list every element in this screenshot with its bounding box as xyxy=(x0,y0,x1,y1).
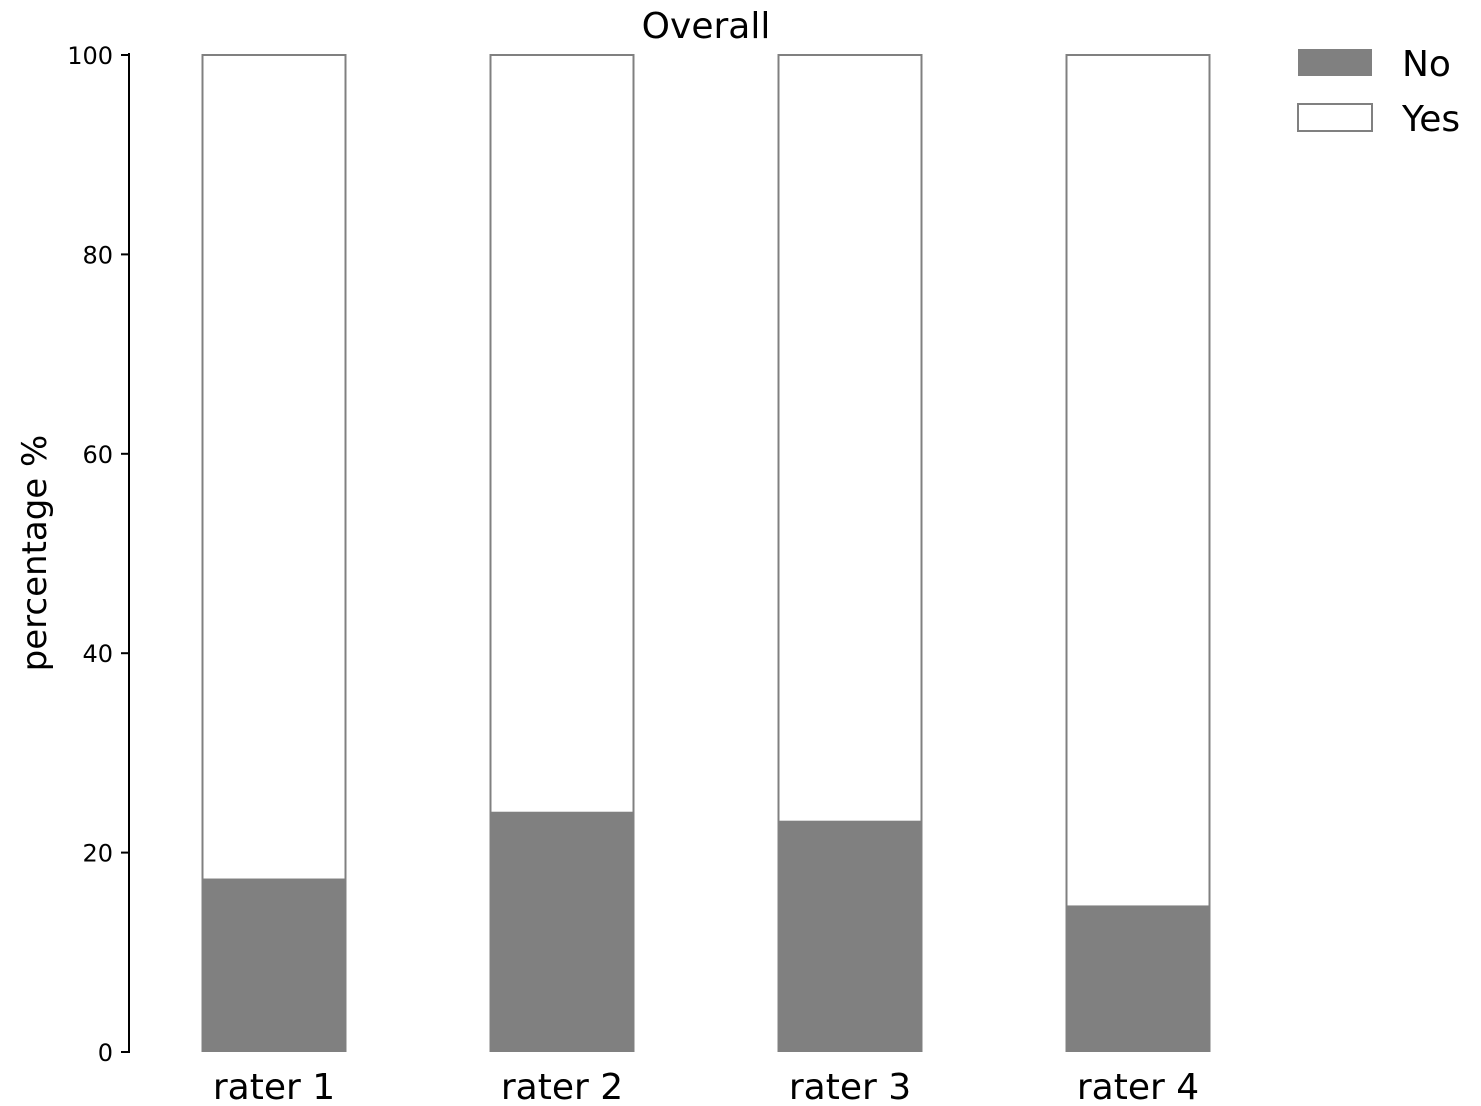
legend: No Yes xyxy=(1297,44,1460,140)
chart-title: Overall xyxy=(642,6,771,47)
x-tick-label: rater 2 xyxy=(501,1067,623,1106)
y-ticks: 0 20 40 60 80 100 xyxy=(67,42,129,1067)
bar-yes-1 xyxy=(201,54,347,881)
y-tick-label: 100 xyxy=(67,42,113,70)
legend-label-yes: Yes xyxy=(1401,99,1460,140)
bar-yes-2 xyxy=(489,54,635,814)
bar-no-3 xyxy=(777,821,923,1052)
bar-no-2 xyxy=(489,812,635,1052)
x-tick-label: rater 3 xyxy=(789,1067,911,1106)
y-tick-label: 80 xyxy=(82,241,113,269)
bar-yes-4 xyxy=(1065,54,1211,908)
bar-no-4 xyxy=(1065,906,1211,1052)
bars xyxy=(201,54,1211,1052)
legend-swatch-yes xyxy=(1297,103,1373,132)
x-tick-label: rater 4 xyxy=(1077,1067,1199,1106)
legend-label-no: No xyxy=(1402,44,1451,85)
y-tick-label: 0 xyxy=(98,1039,113,1067)
y-tick-label: 60 xyxy=(82,441,113,469)
legend-swatch-no xyxy=(1298,49,1372,76)
bar-no-1 xyxy=(201,879,347,1052)
y-axis-label: percentage % xyxy=(15,435,55,672)
x-tick-label: rater 1 xyxy=(213,1067,335,1106)
x-ticks: rater 1 rater 2 rater 3 rater 4 xyxy=(213,1067,1199,1106)
y-tick-label: 40 xyxy=(82,640,113,668)
y-tick-label: 20 xyxy=(82,840,113,868)
bar-yes-3 xyxy=(777,54,923,823)
